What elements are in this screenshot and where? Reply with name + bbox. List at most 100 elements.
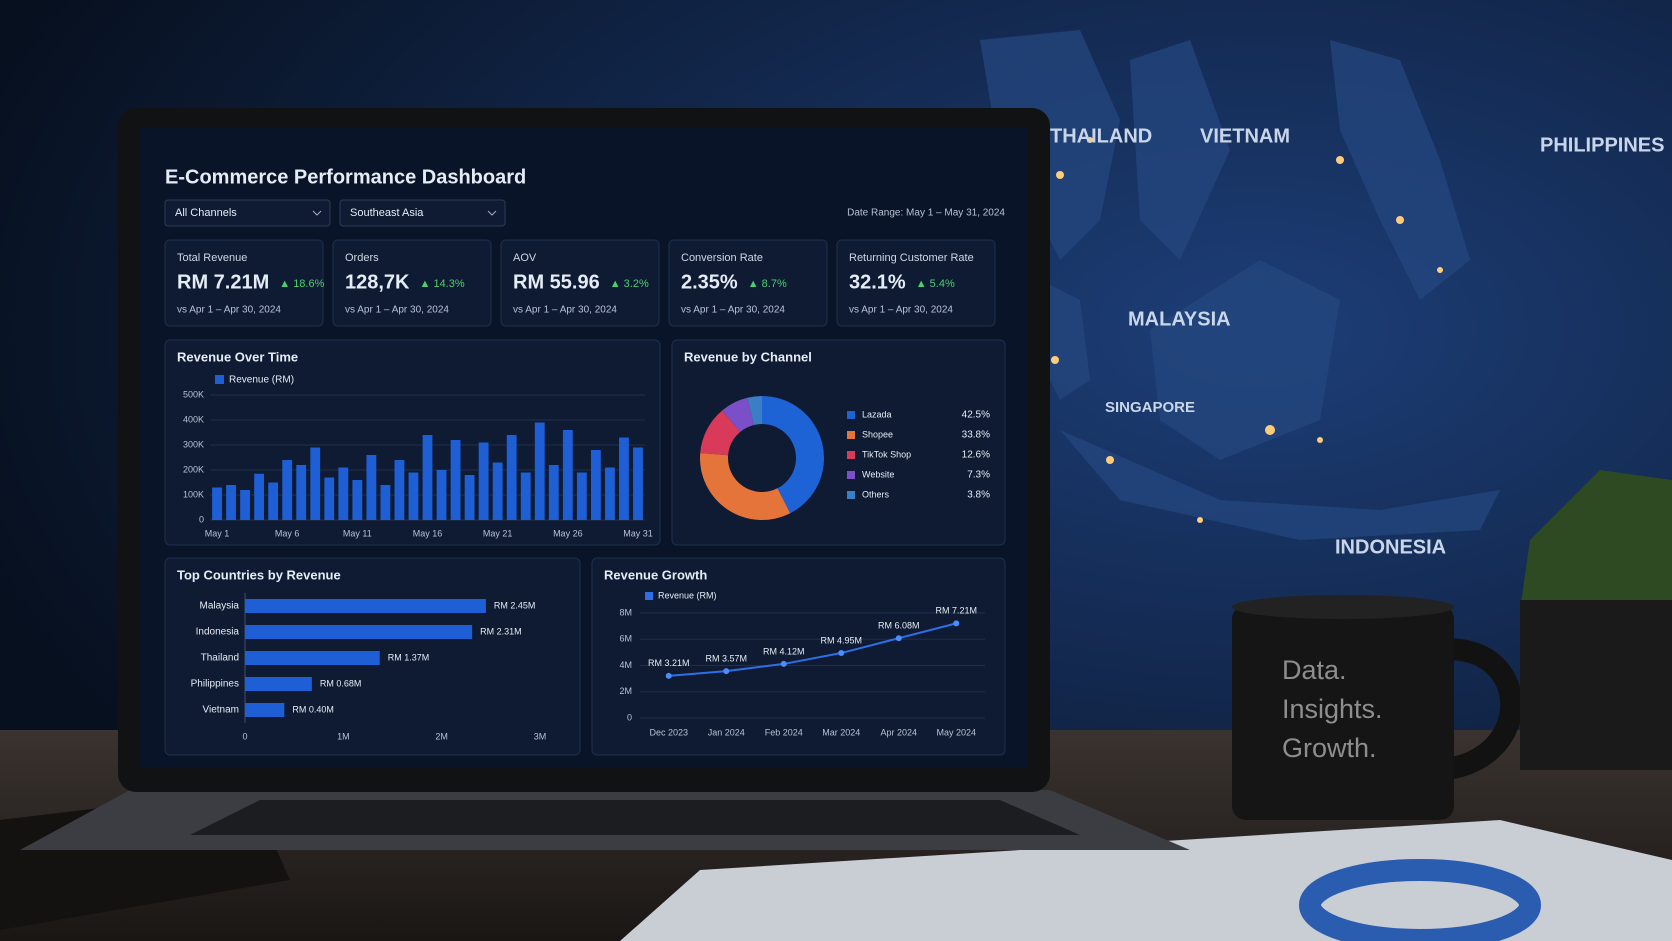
x-tick-label: Feb 2024 — [765, 727, 803, 737]
line-point — [665, 672, 672, 679]
filter-dropdown[interactable] — [164, 199, 331, 227]
y-tick-label: 300K — [183, 439, 204, 449]
donut-slice — [762, 396, 825, 514]
value-label: RM 6.08M — [878, 621, 920, 631]
kpi-label: Orders — [345, 252, 379, 264]
mug-text: Data. Insights. Growth. — [1282, 655, 1383, 763]
bar — [324, 477, 335, 520]
bar — [254, 473, 265, 520]
mug-text-line: Data. — [1282, 655, 1347, 685]
donut-slice — [722, 397, 754, 432]
value-label: RM 2.45M — [494, 600, 536, 610]
kpi-change: ▲ 14.3% — [420, 278, 465, 290]
x-tick-label: May 21 — [483, 528, 513, 538]
map-label: THAILAND — [1050, 125, 1152, 147]
x-tick-label: May 1 — [205, 528, 230, 538]
x-tick-label: May 31 — [623, 528, 653, 538]
panel — [164, 239, 324, 327]
x-tick-label: Dec 2023 — [649, 727, 688, 737]
line-point — [838, 650, 845, 657]
legend-swatch — [215, 375, 224, 384]
mug-text-line: Insights. — [1282, 694, 1383, 724]
kpi-label: Returning Customer Rate — [849, 252, 974, 264]
y-tick-label: 0 — [199, 514, 204, 524]
bar — [245, 599, 486, 613]
paper — [620, 820, 1672, 941]
panel — [668, 239, 828, 327]
dashboard-title: E-Commerce Performance Dashboard — [165, 166, 526, 188]
kpi-value: RM 55.96 — [513, 271, 600, 293]
map-label: INDONESIA — [1335, 536, 1446, 558]
bar — [226, 485, 236, 520]
value-label: RM 4.95M — [820, 635, 862, 645]
legend-label: TikTok Shop — [862, 449, 911, 459]
bar — [619, 437, 629, 520]
x-tick-label: 3M — [534, 731, 547, 741]
y-tick-label: Vietnam — [202, 705, 239, 716]
bar — [310, 447, 321, 520]
paper-donut — [1299, 859, 1541, 941]
kpi-compare: vs Apr 1 – Apr 30, 2024 — [849, 305, 953, 316]
line-point — [723, 668, 730, 675]
bar — [450, 440, 461, 520]
value-label: 7.3% — [967, 470, 990, 481]
value-label: 12.6% — [962, 450, 990, 461]
bar — [562, 430, 573, 520]
filter-dropdown[interactable] — [339, 199, 506, 227]
legend-swatch — [645, 592, 653, 600]
donut-slice — [747, 396, 762, 425]
keyboard — [190, 800, 1080, 835]
x-tick-label: Mar 2024 — [822, 727, 860, 737]
x-tick-label: May 16 — [413, 528, 443, 538]
kpi-compare: vs Apr 1 – Apr 30, 2024 — [177, 305, 281, 316]
value-label: 3.8% — [967, 490, 990, 501]
x-tick-label: May 6 — [275, 528, 300, 538]
chart-title: Top Countries by Revenue — [177, 567, 341, 582]
x-tick-label: May 26 — [553, 528, 583, 538]
bar — [548, 465, 559, 520]
panel — [332, 239, 492, 327]
value-label: RM 3.21M — [648, 658, 690, 668]
kpi-change: ▲ 3.2% — [610, 278, 649, 290]
plant — [1520, 470, 1672, 610]
date-range: Date Range: May 1 – May 31, 2024 — [847, 208, 1005, 219]
bar — [296, 465, 307, 520]
bar — [605, 467, 615, 520]
bar — [338, 467, 349, 520]
value-label: RM 3.57M — [705, 654, 747, 664]
bar — [352, 480, 363, 520]
bar — [422, 435, 433, 520]
bar — [394, 460, 405, 520]
y-tick-label: Thailand — [201, 653, 239, 664]
x-tick-label: Apr 2024 — [880, 727, 917, 737]
kpi-label: Conversion Rate — [681, 252, 763, 264]
chart-title: Revenue by Channel — [684, 349, 812, 364]
y-tick-label: 6M — [619, 634, 632, 644]
kpi-value: RM 7.21M — [177, 271, 269, 293]
y-tick-label: 2M — [619, 686, 632, 696]
bar — [506, 435, 517, 520]
donut-slice — [700, 452, 791, 520]
map-label: MALAYSIA — [1128, 308, 1231, 330]
kpi-label: Total Revenue — [177, 252, 247, 264]
kpi-label: AOV — [513, 252, 537, 264]
bar — [245, 703, 285, 717]
value-label: RM 2.31M — [480, 626, 522, 636]
line-point — [895, 635, 902, 642]
y-tick-label: Indonesia — [196, 627, 240, 638]
y-tick-label: 0 — [627, 712, 632, 722]
legend-label: Shopee — [862, 429, 893, 439]
kpi-compare: vs Apr 1 – Apr 30, 2024 — [513, 305, 617, 316]
x-tick-label: May 11 — [343, 528, 372, 538]
value-label: RM 0.40M — [292, 704, 334, 714]
legend-swatch — [847, 411, 855, 419]
bar — [245, 625, 473, 639]
value-label: RM 7.21M — [935, 606, 977, 616]
bar — [478, 442, 489, 520]
dropdown-caret — [487, 210, 497, 216]
y-tick-label: 100K — [183, 489, 204, 499]
bar — [245, 677, 312, 691]
chart-title: Revenue Over Time — [177, 349, 298, 364]
dashboard: E-Commerce Performance Dashboard All Chan… — [164, 166, 1006, 756]
x-tick-label: 2M — [435, 731, 448, 741]
